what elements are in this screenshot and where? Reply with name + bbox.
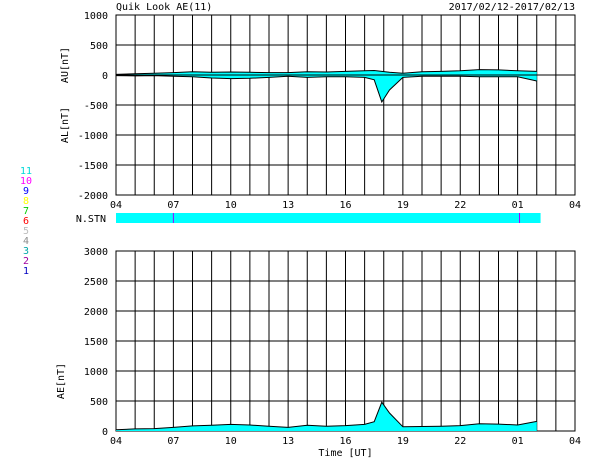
date-range: 2017/02/12-2017/02/13 (449, 2, 575, 13)
y-tick-label: -1000 (78, 131, 108, 142)
x-tick-label: 04 (569, 200, 581, 211)
x-tick-label: 07 (167, 436, 179, 447)
x-tick-label: 19 (397, 436, 409, 447)
x-tick-label: 04 (110, 200, 122, 211)
legend-entry: 4 (23, 236, 29, 247)
nstn-fill (116, 213, 541, 223)
y-tick-label: 0 (102, 71, 108, 82)
y-tick-label: 2500 (84, 277, 108, 288)
x-tick-label: 07 (167, 200, 179, 211)
nstn-bar (116, 213, 541, 223)
x-tick-label: 22 (454, 200, 466, 211)
y-tick-label: 3000 (84, 247, 108, 258)
y-tick-label: 2000 (84, 307, 108, 318)
x-tick-label: 10 (225, 436, 237, 447)
x-tick-label: 22 (454, 436, 466, 447)
x-tick-label: 04 (569, 436, 581, 447)
legend-entry: 10 (20, 176, 32, 187)
y-tick-label: 500 (90, 41, 108, 52)
x-tick-label: 01 (512, 436, 524, 447)
y-axis-label-au: AU[nT] (60, 47, 71, 83)
x-tick-label: 16 (339, 200, 351, 211)
legend-entry: 3 (23, 246, 29, 257)
legend-entry: 9 (23, 186, 29, 197)
y-tick-label: 1500 (84, 337, 108, 348)
al-line (115, 75, 537, 104)
y-tick-label: 1000 (84, 11, 108, 22)
legend-entry: 11 (20, 166, 32, 177)
x-tick-label: 13 (282, 436, 294, 447)
x-tick-label: 10 (225, 200, 237, 211)
y-tick-label: -1500 (78, 161, 108, 172)
y-tick-label: 1000 (84, 367, 108, 378)
au-al-fill (116, 69, 537, 102)
ae-line (115, 401, 537, 431)
au-line (115, 69, 537, 75)
x-axis-label: Time [UT] (318, 448, 372, 459)
legend-entry: 6 (23, 216, 29, 227)
legend-entry: 8 (23, 196, 29, 207)
x-tick-label: 13 (282, 200, 294, 211)
nstn-label: N.STN (76, 214, 106, 225)
y-axis-label-al: AL[nT] (60, 107, 71, 143)
x-tick-label: 01 (512, 200, 524, 211)
y-axis-label-ae: AE[nT] (56, 363, 67, 399)
legend-entry: 5 (23, 226, 29, 237)
x-tick-label: 16 (339, 436, 351, 447)
x-tick-label: 04 (110, 436, 122, 447)
y-tick-label: 0 (102, 427, 108, 438)
chart-title: Quik Look AE(11) (116, 2, 212, 13)
legend-entry: 7 (23, 206, 29, 217)
legend-entry: 1 (23, 266, 29, 277)
y-tick-label: -2000 (78, 191, 108, 202)
ae-fill (116, 402, 537, 431)
x-tick-label: 19 (397, 200, 409, 211)
y-tick-label: -500 (84, 101, 108, 112)
y-tick-label: 500 (90, 397, 108, 408)
legend-entry: 2 (23, 256, 29, 267)
